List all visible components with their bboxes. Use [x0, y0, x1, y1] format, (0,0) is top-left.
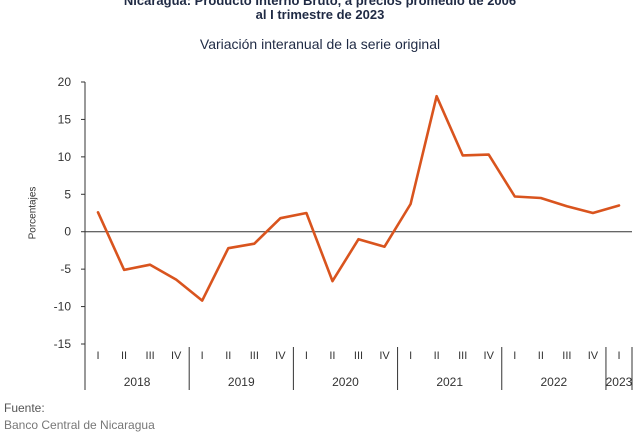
x-quarter-label: II [434, 350, 440, 362]
source-label: Fuente: [4, 401, 45, 415]
series-layer [98, 96, 619, 301]
x-quarter-label: IV [379, 350, 390, 362]
x-quarter-label: IV [171, 350, 182, 362]
x-quarter-label: II [538, 350, 544, 362]
y-tick-label: 10 [58, 150, 72, 164]
y-axis-ticks: 20 15 10 5 0 -5 -10 -15 [54, 75, 85, 351]
x-quarter-label: IV [588, 350, 599, 362]
x-year-label: 2021 [436, 375, 463, 389]
y-tick-label: 5 [64, 187, 71, 201]
x-quarter-label: III [146, 350, 155, 362]
x-quarter-label: II [121, 350, 127, 362]
x-year-label: 2023 [606, 375, 633, 389]
x-year-label: 2022 [541, 375, 568, 389]
x-quarter-label: I [617, 350, 620, 362]
series-line [98, 96, 619, 300]
y-tick-label: 20 [58, 75, 72, 89]
y-tick-label: 0 [64, 225, 71, 239]
x-quarter-label: III [250, 350, 259, 362]
x-year-label: 2020 [332, 375, 359, 389]
x-quarter-label: II [225, 350, 231, 362]
y-tick-label: 15 [58, 112, 72, 126]
y-tick-label: -10 [54, 300, 72, 314]
y-tick-label: -5 [60, 262, 71, 276]
x-quarter-label: I [305, 350, 308, 362]
x-quarter-label: II [329, 350, 335, 362]
x-axis-year-labels: 2018 2019 2020 2021 2022 2023 [124, 375, 633, 389]
x-quarter-label: I [409, 350, 412, 362]
x-quarter-label: III [458, 350, 467, 362]
x-year-label: 2019 [228, 375, 255, 389]
x-quarter-label: I [201, 350, 204, 362]
x-quarter-label: I [513, 350, 516, 362]
axes [85, 82, 632, 390]
y-tick-label: -15 [54, 337, 72, 351]
source-text: Banco Central de Nicaragua [4, 418, 155, 432]
x-quarter-label: IV [484, 350, 495, 362]
x-quarter-label: IV [275, 350, 286, 362]
x-quarter-label: III [562, 350, 571, 362]
x-quarter-label: I [96, 350, 99, 362]
x-year-label: 2018 [124, 375, 151, 389]
x-quarter-label: III [354, 350, 363, 362]
